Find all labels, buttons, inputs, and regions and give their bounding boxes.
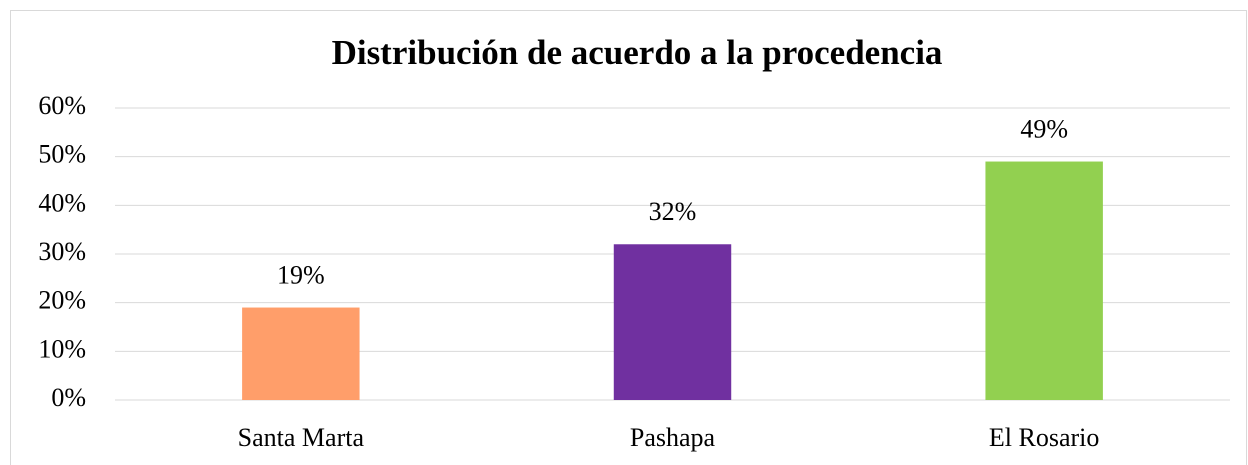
data-label: 32% — [649, 197, 697, 226]
bar — [613, 244, 732, 400]
bar — [242, 307, 360, 400]
data-label: 19% — [277, 261, 325, 290]
y-tick-label: 40% — [38, 188, 86, 217]
y-tick-label: 0% — [51, 383, 86, 412]
data-label: 49% — [1020, 115, 1068, 144]
y-tick-label: 50% — [38, 140, 86, 169]
chart-title: Distribución de acuerdo a la procedencia — [332, 33, 943, 72]
x-tick-label: Santa Marta — [238, 423, 365, 452]
x-tick-label: Pashapa — [630, 423, 716, 452]
y-tick-label: 60% — [38, 91, 86, 120]
bar — [985, 161, 1103, 400]
y-tick-label: 10% — [38, 334, 86, 363]
y-tick-label: 20% — [38, 286, 86, 315]
x-tick-label: El Rosario — [989, 423, 1100, 452]
y-tick-label: 30% — [38, 237, 86, 266]
